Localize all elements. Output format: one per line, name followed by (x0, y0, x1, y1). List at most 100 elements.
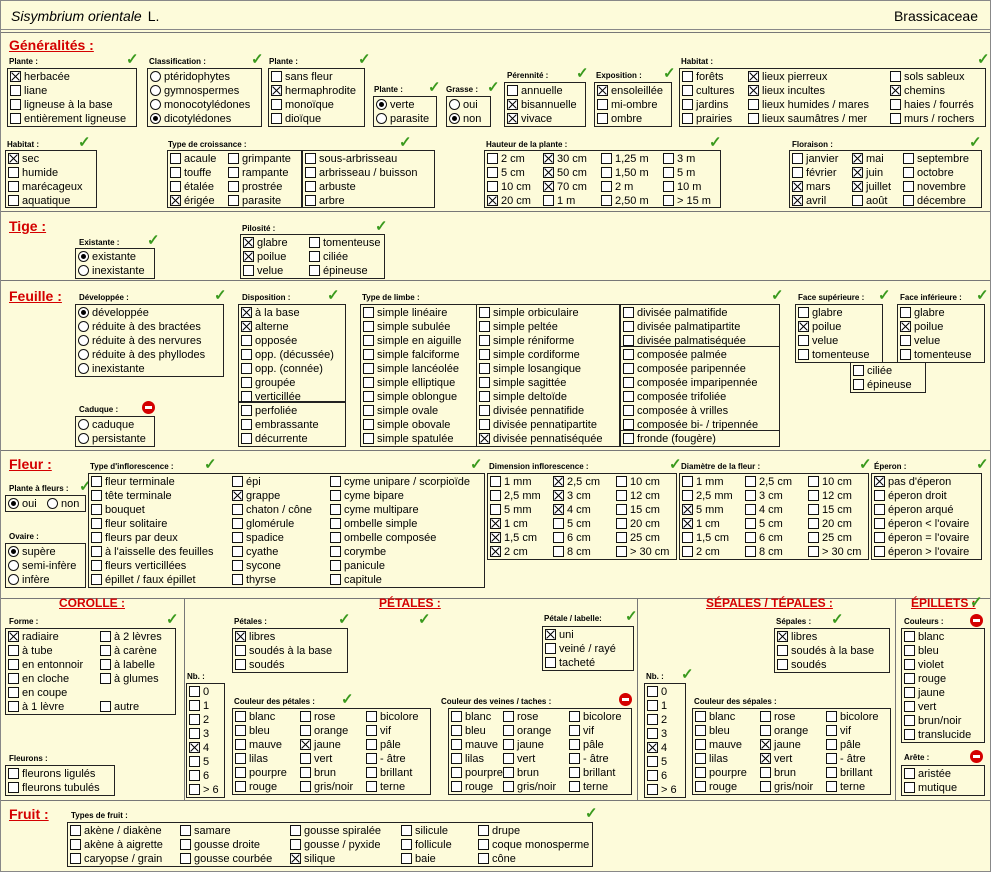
checkbox-option[interactable]: composée imparipennée (623, 376, 757, 390)
checkbox-option[interactable]: forêts (682, 70, 724, 84)
checkbox[interactable] (232, 476, 243, 487)
checkbox[interactable] (890, 99, 901, 110)
checkbox-option[interactable]: août (852, 194, 887, 208)
checkbox-option[interactable]: 1 mm (490, 475, 532, 489)
checkbox[interactable] (479, 363, 490, 374)
checkbox-option[interactable]: divisée palmatifide (623, 306, 728, 320)
checkbox[interactable] (363, 377, 374, 388)
checkbox-option[interactable]: terne (366, 780, 405, 794)
checkbox[interactable] (792, 181, 803, 192)
checkbox-option[interactable]: 2 cm (490, 545, 528, 559)
checkbox-option[interactable]: coque monosperme (478, 838, 589, 852)
checkbox-option[interactable]: fronde (fougère) (623, 432, 716, 446)
checkbox[interactable] (663, 181, 674, 192)
checkbox[interactable] (478, 853, 489, 864)
checkbox[interactable] (487, 167, 498, 178)
checkbox-option[interactable]: épineuse (309, 264, 368, 278)
radio-button[interactable] (8, 498, 19, 509)
checkbox[interactable] (170, 195, 181, 206)
checkbox-option[interactable]: soudés à la base (235, 644, 332, 658)
checkbox[interactable] (623, 391, 634, 402)
checkbox-option[interactable]: glabre (243, 236, 288, 250)
checkbox[interactable] (180, 853, 191, 864)
checkbox[interactable] (232, 532, 243, 543)
checkbox-option[interactable]: mauve (235, 738, 282, 752)
checkbox[interactable] (479, 349, 490, 360)
checkbox[interactable] (451, 725, 462, 736)
checkbox[interactable] (189, 742, 200, 753)
checkbox-option[interactable]: 10 cm (616, 475, 660, 489)
checkbox-option[interactable]: cyme unipare / scorpioïde (330, 475, 470, 489)
checkbox-option[interactable]: marécageux (8, 180, 83, 194)
checkbox[interactable] (647, 784, 658, 795)
checkbox-option[interactable]: haies / fourrés (890, 98, 974, 112)
checkbox[interactable] (852, 167, 863, 178)
checkbox[interactable] (479, 419, 490, 430)
checkbox[interactable] (543, 181, 554, 192)
checkbox[interactable] (235, 631, 246, 642)
checkbox-option[interactable]: jaune (904, 686, 945, 700)
checkbox[interactable] (904, 782, 915, 793)
checkbox[interactable] (569, 781, 580, 792)
radio-button[interactable] (78, 251, 89, 262)
checkbox[interactable] (271, 85, 282, 96)
radio-option[interactable]: développée (78, 306, 149, 320)
checkbox[interactable] (91, 546, 102, 557)
checkbox[interactable] (479, 335, 490, 346)
checkbox[interactable] (100, 701, 111, 712)
checkbox[interactable] (808, 504, 819, 515)
checkbox-option[interactable]: mutique (904, 781, 957, 795)
checkbox-option[interactable]: 20 cm (487, 194, 531, 208)
checkbox[interactable] (890, 71, 901, 82)
checkbox[interactable] (8, 167, 19, 178)
checkbox[interactable] (853, 365, 864, 376)
checkbox-option[interactable]: simple elliptique (363, 376, 455, 390)
checkbox-option[interactable]: glabre (900, 306, 945, 320)
checkbox[interactable] (623, 363, 634, 374)
checkbox[interactable] (490, 518, 501, 529)
checkbox-option[interactable]: akène / diakène (70, 824, 162, 838)
checkbox[interactable] (695, 781, 706, 792)
checkbox[interactable] (243, 265, 254, 276)
checkbox[interactable] (305, 153, 316, 164)
checkbox-option[interactable]: épineuse (853, 378, 912, 392)
checkbox-option[interactable]: 10 cm (808, 475, 852, 489)
checkbox-option[interactable]: rose (300, 710, 335, 724)
checkbox[interactable] (553, 532, 564, 543)
checkbox-option[interactable]: poilue (243, 250, 286, 264)
checkbox[interactable] (798, 335, 809, 346)
checkbox[interactable] (487, 181, 498, 192)
checkbox[interactable] (479, 377, 490, 388)
checkbox-option[interactable]: 3 cm (745, 489, 783, 503)
checkbox[interactable] (874, 490, 885, 501)
checkbox-option[interactable]: sous-arbrisseau (305, 152, 397, 166)
checkbox-option[interactable]: à carène (100, 644, 157, 658)
checkbox[interactable] (300, 781, 311, 792)
checkbox-option[interactable]: 3 (189, 727, 209, 741)
checkbox[interactable] (228, 195, 239, 206)
radio-button[interactable] (78, 363, 89, 374)
checkbox-option[interactable]: vif (366, 724, 391, 738)
checkbox[interactable] (8, 645, 19, 656)
checkbox-option[interactable]: grimpante (228, 152, 291, 166)
checkbox-option[interactable]: rouge (695, 780, 737, 794)
radio-button[interactable] (376, 113, 387, 124)
radio-option[interactable]: oui (8, 497, 37, 511)
checkbox-option[interactable]: gousse droite (180, 838, 260, 852)
checkbox[interactable] (777, 645, 788, 656)
checkbox[interactable] (91, 560, 102, 571)
checkbox-option[interactable]: 3 m (663, 152, 695, 166)
checkbox[interactable] (8, 153, 19, 164)
checkbox[interactable] (309, 251, 320, 262)
checkbox-option[interactable]: sols sableux (890, 70, 965, 84)
checkbox-option[interactable]: > 30 cm (808, 545, 861, 559)
checkbox-option[interactable]: arbuste (305, 180, 356, 194)
checkbox[interactable] (363, 321, 374, 332)
checkbox-option[interactable]: pas d'éperon (874, 475, 951, 489)
checkbox-option[interactable]: gris/noir (300, 780, 353, 794)
checkbox-option[interactable]: 10 cm (487, 180, 531, 194)
checkbox[interactable] (826, 725, 837, 736)
checkbox-option[interactable]: cyme bipare (330, 489, 404, 503)
checkbox[interactable] (189, 700, 200, 711)
checkbox-option[interactable]: 2,5 cm (553, 475, 600, 489)
